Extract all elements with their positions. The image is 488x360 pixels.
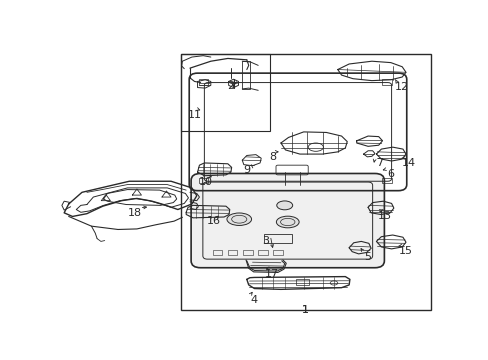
Bar (273, 250, 282, 255)
Text: 10: 10 (199, 177, 212, 187)
Text: 14: 14 (401, 158, 415, 168)
Text: 9: 9 (243, 165, 250, 175)
Bar (242, 61, 249, 89)
Text: 17: 17 (264, 269, 278, 279)
Bar (296, 279, 309, 285)
Text: 13: 13 (377, 211, 391, 221)
Ellipse shape (276, 201, 292, 210)
Text: 2: 2 (227, 81, 234, 91)
Bar (382, 79, 391, 85)
Text: 15: 15 (398, 246, 412, 256)
Text: 8: 8 (268, 152, 276, 162)
Ellipse shape (276, 216, 299, 228)
Bar (264, 234, 292, 243)
Text: 1: 1 (302, 305, 308, 315)
Text: 1: 1 (302, 305, 308, 315)
Bar (258, 250, 267, 255)
Text: 16: 16 (206, 216, 220, 226)
Bar (180, 54, 269, 131)
Text: 18: 18 (128, 208, 142, 218)
Text: 4: 4 (250, 296, 258, 305)
Bar (382, 177, 391, 183)
Bar (180, 54, 430, 310)
Text: 6: 6 (386, 169, 393, 179)
Text: 3: 3 (262, 235, 269, 246)
Text: 11: 11 (187, 110, 201, 120)
Bar (212, 250, 222, 255)
FancyBboxPatch shape (191, 174, 384, 268)
Text: 12: 12 (394, 82, 407, 92)
Bar (243, 250, 252, 255)
Text: 5: 5 (364, 252, 371, 262)
Text: 7: 7 (375, 158, 382, 168)
Ellipse shape (226, 213, 251, 225)
Bar (227, 250, 237, 255)
Bar (198, 79, 207, 85)
Bar (198, 177, 207, 183)
